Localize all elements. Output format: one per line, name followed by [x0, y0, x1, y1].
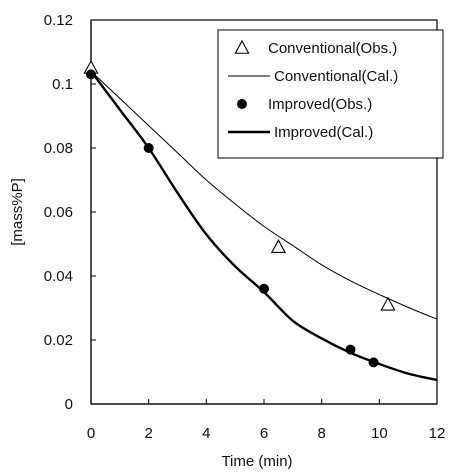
conventional-cal-line: [90, 70, 438, 320]
improved-obs-point: [368, 357, 379, 368]
y-tick-label: 0.08: [44, 140, 73, 157]
x-tick-label: 12: [429, 425, 446, 442]
x-tick-label: 10: [371, 425, 388, 442]
y-axis-title: [mass%P]: [9, 178, 26, 246]
legend-label: Improved(Obs.): [268, 96, 372, 113]
legend-triangle-symbol: [234, 39, 250, 54]
y-tick-label: 0.12: [44, 12, 73, 29]
y-tick-label: 0.1: [52, 76, 73, 93]
conventional-obs-point: [380, 296, 396, 311]
y-tick-label: 0.06: [44, 204, 73, 221]
legend-items: Conventional(Obs.) Conventional(Cal.) Impr…: [228, 39, 398, 141]
x-tick-label: 2: [144, 425, 152, 442]
conventional-obs-point: [270, 239, 286, 253]
improved-obs-point: [345, 344, 356, 355]
legend-label: Improved(Cal.): [274, 124, 373, 141]
x-tick-label: 8: [317, 425, 325, 442]
x-tick-group: 0 2 4 6 8 10 12: [87, 399, 446, 442]
x-axis-title: Time (min): [221, 453, 292, 470]
x-tick-label: 6: [260, 425, 268, 442]
improved-obs-point: [259, 283, 269, 294]
improved-obs-point: [143, 143, 154, 153]
y-tick-label: 0.04: [44, 268, 73, 285]
x-tick-label: 4: [202, 425, 210, 442]
series-layer: [83, 59, 438, 382]
legend-circle-symbol: [237, 99, 247, 109]
y-tick-label: 0: [65, 396, 73, 413]
legend: Conventional(Obs.) Conventional(Cal.) Impr…: [217, 29, 444, 159]
y-tick-label: 0.02: [44, 332, 73, 349]
legend-box: [217, 29, 444, 159]
legend-label: Conventional(Obs.): [268, 40, 397, 57]
improved-obs-point: [86, 69, 96, 80]
y-tick-group: 0 0.02 0.04 0.06 0.08 0.1 0.12: [44, 12, 96, 413]
x-tick-label: 0: [87, 425, 95, 442]
legend-label: Conventional(Cal.): [274, 68, 398, 85]
